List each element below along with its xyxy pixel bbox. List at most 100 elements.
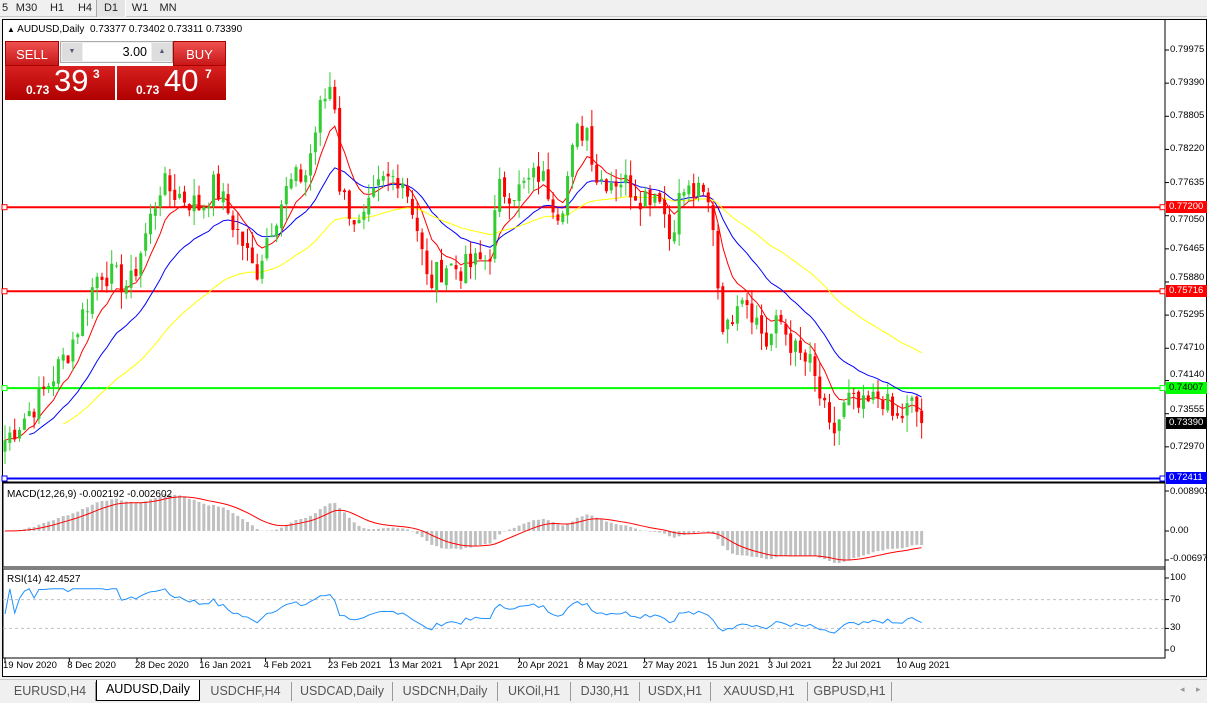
- candle-body: [570, 145, 574, 177]
- sell-price[interactable]: 0.73 39 3: [5, 63, 115, 100]
- macd-histogram-bar: [682, 531, 686, 536]
- date-label: 15 Jun 2021: [706, 660, 760, 671]
- buy-button[interactable]: BUY: [173, 41, 226, 66]
- macd-histogram-bar: [425, 531, 429, 542]
- candle-body: [153, 208, 157, 216]
- macd-histogram-bar: [517, 525, 521, 531]
- timeframe-h1[interactable]: H1: [49, 2, 65, 14]
- candle-body: [764, 332, 768, 347]
- macd-histogram-bar: [473, 531, 477, 546]
- timeframe-m30[interactable]: M30: [15, 2, 38, 14]
- rsi-label: RSI(14) 42.4527: [7, 574, 81, 585]
- macd-histogram-bar: [634, 528, 637, 531]
- candle-body: [561, 213, 565, 223]
- candle-body: [115, 265, 119, 267]
- timeframe-h4[interactable]: H4: [77, 2, 93, 14]
- macd-histogram-bar: [595, 517, 599, 531]
- candle-body: [149, 213, 152, 235]
- price-tick-label: 0.79390: [1170, 77, 1205, 89]
- tab-ukoil-h1[interactable]: UKOil,H1: [498, 682, 571, 701]
- candle-body: [595, 164, 599, 183]
- macd-histogram-bar: [832, 531, 836, 563]
- current-price-tag: 0.73390: [1166, 417, 1207, 430]
- candle-body: [313, 132, 317, 153]
- rsi-tick-label: 70: [1170, 593, 1181, 605]
- candle-body: [857, 391, 861, 408]
- price-tick-label: 0.75880: [1170, 272, 1205, 284]
- tab-audusd-daily[interactable]: AUDUSD,Daily: [96, 680, 200, 701]
- macd-histogram-bar: [488, 531, 492, 544]
- macd-histogram-bar: [444, 531, 448, 549]
- macd-histogram-bar: [289, 522, 293, 531]
- candle-body: [207, 206, 211, 209]
- rsi-line: [4, 588, 922, 634]
- scroll-left-icon[interactable]: ◂: [1180, 684, 1185, 694]
- macd-histogram-bar: [85, 507, 89, 531]
- tab-usdchf-h4[interactable]: USDCHF,H4: [200, 682, 292, 701]
- candle-body: [701, 184, 705, 192]
- macd-histogram-bar: [56, 518, 60, 531]
- tab-gbpusd-h1[interactable]: GBPUSD,H1: [808, 682, 892, 701]
- line-anchor-left: [1, 204, 8, 211]
- macd-histogram-bar: [430, 531, 434, 545]
- macd-histogram-bar: [512, 527, 516, 531]
- scroll-right-icon[interactable]: ▸: [1196, 684, 1201, 694]
- macd-histogram-bar: [333, 502, 337, 531]
- candle-body: [648, 189, 652, 206]
- tab-xauusd-h1[interactable]: XAUUSD,H1: [711, 682, 808, 701]
- macd-histogram-bar: [687, 531, 691, 534]
- lot-input[interactable]: 3.00: [83, 43, 151, 61]
- macd-histogram-bar: [507, 529, 511, 531]
- macd-histogram-bar: [590, 515, 594, 531]
- candle-body: [798, 340, 802, 353]
- tab-usdx-h1[interactable]: USDX,H1: [640, 682, 711, 701]
- tab-dj30-h1[interactable]: DJ30,H1: [571, 682, 640, 701]
- macd-histogram-bar: [798, 531, 802, 556]
- macd-histogram-bar: [726, 531, 730, 551]
- candle-body: [435, 261, 439, 291]
- candle-body: [279, 204, 283, 229]
- candle-body: [464, 253, 468, 284]
- timeframe-w1[interactable]: W1: [131, 2, 149, 14]
- price-tick-label: 0.78805: [1170, 110, 1205, 122]
- candle-body: [221, 191, 225, 203]
- macd-histogram-bar: [697, 531, 701, 533]
- price-tick-label: 0.78220: [1170, 143, 1205, 155]
- sell-button[interactable]: SELL: [5, 41, 59, 66]
- tab-eurusd-h4[interactable]: EURUSD,H4: [5, 682, 96, 701]
- increase-lot-icon[interactable]: ▲: [152, 43, 172, 61]
- candle-body: [871, 391, 875, 400]
- candle-body: [731, 322, 734, 325]
- macd-histogram-bar: [527, 522, 531, 531]
- date-label: 4 Feb 2021: [263, 660, 312, 671]
- macd-histogram-bar: [614, 524, 618, 531]
- candle-body: [27, 411, 31, 416]
- macd-histogram-bar: [110, 499, 114, 531]
- macd-histogram-bar: [837, 531, 841, 564]
- macd-label: MACD(12,26,9) -0.002192 -0.002602: [7, 489, 173, 500]
- macd-histogram-bar: [735, 531, 739, 556]
- timeframe-d1[interactable]: D1: [96, 0, 126, 17]
- buy-price[interactable]: 0.73 40 7: [117, 63, 226, 100]
- tab-usdcad-daily[interactable]: USDCAD,Daily: [292, 682, 393, 701]
- candle-body: [803, 352, 807, 362]
- candle-body: [158, 195, 162, 208]
- price-tick-label: 0.75295: [1170, 309, 1205, 321]
- candle-body: [716, 230, 720, 289]
- candle-body: [667, 214, 671, 240]
- collapse-triangle-icon[interactable]: ▲: [7, 25, 15, 34]
- candle-body: [197, 194, 201, 211]
- timeframe-mn[interactable]: MN: [159, 2, 177, 14]
- decrease-lot-icon[interactable]: ▼: [62, 43, 82, 61]
- hline-price-tag: 0.77200: [1166, 201, 1207, 214]
- tab-usdcnh-daily[interactable]: USDCNH,Daily: [393, 682, 498, 701]
- lot-stepper[interactable]: ▼ 3.00 ▲: [60, 41, 173, 63]
- macd-histogram-bar: [585, 514, 589, 531]
- timeframe-toolbar: 5 M30 H1 H4 D1 W1 MN: [0, 0, 1207, 17]
- macd-histogram-bar: [891, 531, 895, 549]
- candle-body: [386, 173, 390, 177]
- macd-histogram-bar: [920, 531, 924, 546]
- timeframe-5[interactable]: 5: [1, 2, 9, 14]
- price-tick-label: 0.73555: [1170, 404, 1205, 416]
